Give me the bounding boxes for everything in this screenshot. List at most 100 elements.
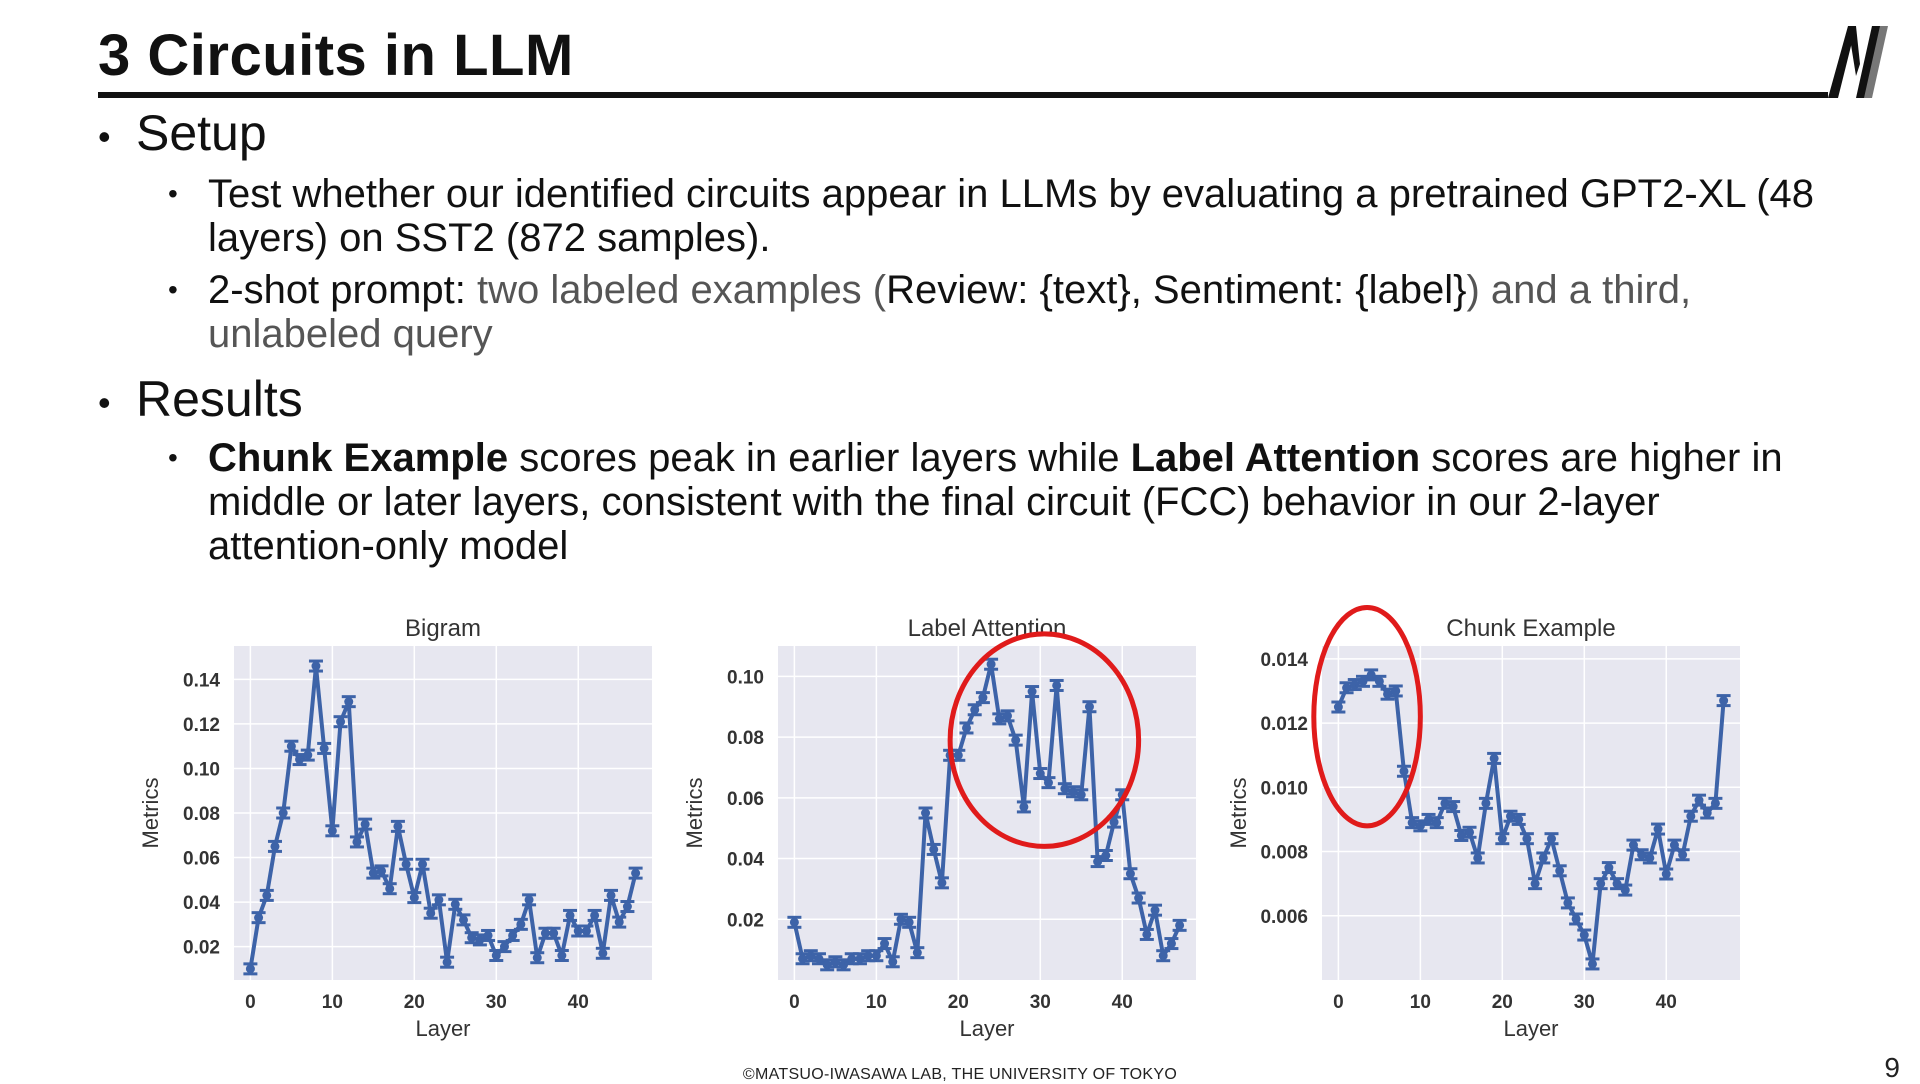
data-point (276, 806, 291, 820)
data-point (1413, 819, 1428, 833)
chart-title: Bigram (405, 615, 481, 642)
data-point (885, 955, 900, 969)
x-tick-label: 30 (1574, 992, 1595, 1013)
data-point (325, 824, 340, 838)
data-point (1139, 927, 1154, 941)
data-point (415, 857, 430, 871)
x-tick-label: 10 (866, 992, 887, 1013)
data-point (1131, 891, 1146, 905)
y-tick-label: 0.014 (1260, 650, 1308, 671)
data-point (399, 857, 414, 871)
data-point (628, 866, 643, 880)
chart-title: Chunk Example (1446, 615, 1615, 642)
data-point (522, 893, 537, 907)
data-point (612, 915, 627, 929)
data-point (1107, 815, 1122, 829)
data-point (1495, 832, 1510, 846)
y-tick-label: 0.08 (727, 728, 764, 749)
data-point (1156, 949, 1171, 963)
data-point (1536, 851, 1551, 865)
x-tick-label: 30 (1030, 992, 1051, 1013)
y-tick-label: 0.06 (183, 849, 220, 870)
data-point (1041, 776, 1056, 790)
bullet-dot-icon: • (98, 381, 111, 423)
data-point (1172, 918, 1187, 932)
data-point (1016, 800, 1031, 814)
data-point (934, 876, 949, 890)
data-point (423, 906, 438, 920)
data-point (1396, 764, 1411, 778)
chart-title: Label Attention (908, 615, 1067, 642)
bullet-dot-icon: • (168, 178, 178, 209)
data-point (1528, 877, 1543, 891)
data-point (1511, 812, 1526, 826)
x-tick-label: 20 (1492, 992, 1513, 1013)
y-axis-label: Metrics (682, 778, 707, 849)
data-point (1585, 957, 1600, 971)
data-point (1519, 832, 1534, 846)
data-point (1478, 796, 1493, 810)
data-point (1642, 851, 1657, 865)
data-point (1618, 883, 1633, 897)
data-point (587, 908, 602, 922)
y-tick-label: 0.10 (183, 759, 220, 780)
data-point (563, 908, 578, 922)
data-point (918, 806, 933, 820)
data-point (1082, 700, 1097, 714)
y-tick-label: 0.14 (183, 670, 220, 691)
data-point (1164, 937, 1179, 951)
data-point (431, 893, 446, 907)
data-point (1025, 685, 1040, 699)
data-point (259, 888, 274, 902)
y-tick-label: 0.08 (183, 804, 220, 825)
data-point (390, 819, 405, 833)
data-point (407, 891, 422, 905)
data-point (448, 897, 463, 911)
x-tick-label: 30 (486, 992, 507, 1013)
data-point (530, 951, 545, 965)
data-point (1708, 796, 1723, 810)
x-tick-label: 10 (1410, 992, 1431, 1013)
data-point (902, 915, 917, 929)
chart-label-attention: 0 10 20 30 40 0.02 0.04 0.06 0.08 0.10 Label Atten… (682, 615, 1196, 1041)
data-point (1552, 864, 1567, 878)
data-point (374, 864, 389, 878)
x-tick-label: 40 (1112, 992, 1133, 1013)
data-point (604, 888, 619, 902)
data-point (1331, 700, 1346, 714)
chart-chunk-example: 0 10 20 30 40 0.006 0.008 0.010 0.012 0.014 Chunk … (1226, 604, 1740, 1041)
data-point (1544, 832, 1559, 846)
series-line (1336, 672, 1726, 966)
highlight-ellipse (947, 631, 1142, 849)
slide-title: 3 Circuits in LLM (98, 23, 574, 88)
data-point (1569, 912, 1584, 926)
data-point (1683, 809, 1698, 823)
y-tick-label: 0.006 (1260, 907, 1308, 928)
data-point (358, 817, 373, 831)
y-tick-label: 0.04 (183, 893, 220, 914)
setup-heading: • Setup (98, 105, 267, 161)
data-point (300, 748, 315, 762)
x-tick-label: 0 (789, 992, 800, 1013)
data-point (554, 949, 569, 963)
y-tick-label: 0.008 (1260, 843, 1308, 864)
results-heading: • Results (98, 371, 303, 427)
data-point (595, 946, 610, 960)
data-point (1577, 928, 1592, 942)
data-point (1148, 903, 1163, 917)
x-axis-label: Layer (1503, 1016, 1558, 1041)
y-tick-label: 0.04 (727, 850, 764, 871)
data-point (877, 937, 892, 951)
data-point (546, 926, 561, 940)
data-point (382, 882, 397, 896)
results-bullet-1: • Chunk Example scores peak in earlier l… (168, 436, 1783, 568)
bullet-dot-icon: • (168, 442, 178, 473)
data-point (1470, 851, 1485, 865)
data-point (910, 946, 925, 960)
x-tick-label: 40 (1656, 992, 1677, 1013)
y-tick-label: 0.06 (727, 789, 764, 810)
data-point (251, 911, 266, 925)
data-point (620, 900, 635, 914)
data-point (513, 917, 528, 931)
y-tick-label: 0.012 (1260, 714, 1308, 735)
